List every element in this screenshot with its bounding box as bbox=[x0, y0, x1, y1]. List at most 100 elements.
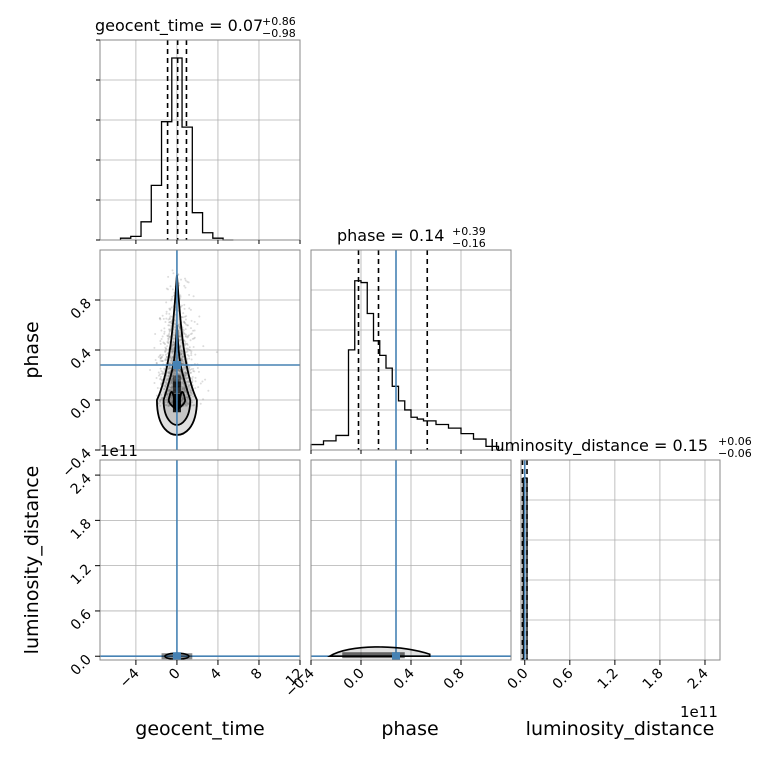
scatter-point bbox=[172, 376, 175, 379]
scatter-point bbox=[188, 346, 191, 349]
scatter-point bbox=[166, 392, 169, 395]
truth-marker bbox=[392, 652, 400, 661]
scatter-point bbox=[182, 360, 185, 363]
scatter-point bbox=[164, 384, 167, 387]
tick-label-y-luminosity_distance: 0.6 bbox=[68, 606, 95, 633]
scatter-point bbox=[184, 404, 187, 407]
scatter-point bbox=[182, 381, 185, 384]
scatter-point bbox=[170, 382, 173, 385]
scatter-point bbox=[182, 397, 185, 400]
scatter-point bbox=[170, 389, 173, 392]
scatter-point bbox=[177, 374, 180, 377]
scatter-point bbox=[184, 371, 187, 374]
scatter-point bbox=[168, 312, 171, 315]
ylabel-phase: phase bbox=[21, 321, 43, 378]
scatter-point bbox=[162, 388, 165, 391]
scatter-point bbox=[161, 378, 164, 381]
scatter-point bbox=[181, 398, 184, 401]
scatter-point bbox=[157, 371, 160, 374]
scatter-point bbox=[174, 379, 177, 382]
tick-label-y-phase: 0.8 bbox=[68, 296, 95, 323]
scatter-point bbox=[185, 335, 188, 338]
scatter-point bbox=[180, 377, 183, 380]
scatter-point bbox=[170, 350, 173, 353]
scatter-point bbox=[166, 340, 169, 343]
scatter-point bbox=[184, 377, 187, 380]
scatter-point bbox=[171, 377, 174, 380]
scatter-point bbox=[185, 372, 188, 375]
tick-label-x-luminosity_distance: 1.8 bbox=[640, 666, 667, 693]
scatter-point bbox=[168, 374, 171, 377]
scatter-point bbox=[170, 324, 173, 327]
scatter-point bbox=[164, 351, 167, 354]
scatter-point bbox=[190, 368, 193, 371]
scatter-point bbox=[169, 386, 172, 389]
scatter-point bbox=[180, 356, 183, 359]
scatter-point bbox=[182, 388, 185, 391]
scatter-point bbox=[174, 375, 177, 378]
scatter-point bbox=[170, 315, 173, 318]
scatter-point bbox=[168, 372, 171, 375]
scatter-point bbox=[169, 285, 172, 288]
scatter-point bbox=[179, 345, 182, 348]
scatter-point bbox=[185, 333, 188, 336]
scatter-point bbox=[160, 356, 163, 359]
scatter-point bbox=[187, 402, 190, 405]
scatter-point bbox=[171, 355, 174, 358]
scatter-point bbox=[184, 335, 187, 338]
scatter-point bbox=[183, 307, 186, 310]
scatter-point bbox=[189, 308, 192, 311]
scatter-point bbox=[182, 382, 185, 385]
scatter-point bbox=[172, 347, 175, 350]
scatter-point bbox=[190, 332, 193, 335]
scatter-point bbox=[172, 348, 175, 351]
truth-marker bbox=[172, 361, 181, 369]
scatter-point bbox=[184, 371, 187, 374]
scatter-point bbox=[187, 381, 190, 384]
scatter-point bbox=[170, 381, 173, 384]
scatter-point bbox=[182, 386, 185, 389]
scatter-point bbox=[207, 389, 210, 392]
scatter-point bbox=[182, 362, 185, 365]
scatter-point bbox=[171, 386, 174, 389]
scatter-point bbox=[168, 329, 171, 332]
scatter-point bbox=[156, 387, 159, 390]
scatter-point bbox=[161, 314, 164, 317]
scatter-point bbox=[168, 386, 171, 389]
scatter-point bbox=[196, 323, 199, 326]
scatter-point bbox=[168, 389, 171, 392]
scatter-point bbox=[159, 399, 162, 402]
scatter-point bbox=[185, 391, 188, 394]
scatter-point bbox=[180, 381, 183, 384]
scatter-point bbox=[171, 397, 174, 400]
scatter-point bbox=[172, 377, 175, 380]
scatter-point bbox=[182, 316, 185, 319]
scatter-point bbox=[171, 350, 174, 353]
offset-text-y: 1e11 bbox=[100, 442, 138, 460]
scatter-point bbox=[170, 394, 173, 397]
scatter-point bbox=[171, 379, 174, 382]
scatter-point bbox=[189, 394, 192, 397]
scatter-point bbox=[161, 355, 164, 358]
scatter-point bbox=[185, 381, 188, 384]
scatter-point bbox=[183, 387, 186, 390]
scatter-point bbox=[149, 369, 152, 372]
scatter-point bbox=[159, 318, 162, 321]
scatter-point bbox=[181, 355, 184, 358]
scatter-point bbox=[155, 394, 158, 397]
scatter-point bbox=[165, 310, 168, 313]
scatter-point bbox=[170, 395, 173, 398]
scatter-point bbox=[160, 369, 163, 372]
scatter-point bbox=[167, 339, 170, 342]
scatter-point bbox=[186, 342, 189, 345]
scatter-point bbox=[166, 334, 169, 337]
scatter-point bbox=[187, 385, 190, 388]
scatter-point bbox=[186, 324, 189, 327]
scatter-point bbox=[172, 340, 175, 343]
scatter-point bbox=[186, 397, 189, 400]
scatter-point bbox=[184, 344, 187, 347]
scatter-point bbox=[172, 371, 175, 374]
scatter-point bbox=[170, 401, 173, 404]
scatter-point bbox=[180, 349, 183, 352]
scatter-point bbox=[166, 393, 169, 396]
